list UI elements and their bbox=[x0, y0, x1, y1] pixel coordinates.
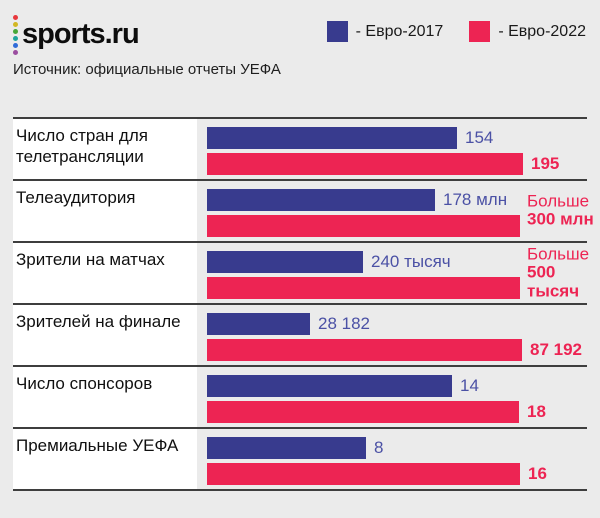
logo-text: sports.ru bbox=[22, 17, 140, 50]
value-label-euro2022: 87 192 bbox=[530, 340, 582, 359]
bar-euro2022 bbox=[207, 277, 520, 299]
value-label-euro2017: 240 тысяч bbox=[371, 252, 451, 271]
logo-dot bbox=[13, 36, 18, 41]
value-label-euro2017: 154 bbox=[465, 128, 494, 147]
bar-euro2022 bbox=[207, 215, 520, 237]
value-label-euro2017: 28 182 bbox=[318, 314, 370, 333]
chart-row: Зрители на матчах 240 тысяч Больше 500 т… bbox=[13, 241, 589, 303]
category-label: Премиальные УЕФА bbox=[13, 429, 197, 489]
value-annotation-euro2022: Больше 300 млн bbox=[527, 191, 594, 230]
logo-dots-icon bbox=[13, 13, 18, 55]
chart-row: Премиальные УЕФА 8 16 bbox=[13, 427, 587, 489]
bar-euro2017 bbox=[207, 189, 435, 211]
legend-item-euro2017: - Евро-2017 bbox=[326, 21, 444, 42]
bar-euro2017 bbox=[207, 313, 310, 335]
logo-dot bbox=[13, 15, 18, 20]
legend: - Евро-2017 - Евро-2022 bbox=[326, 21, 586, 42]
bar-euro2022 bbox=[207, 401, 519, 423]
logo-dot bbox=[13, 43, 18, 48]
bar-euro2017 bbox=[207, 251, 363, 273]
row-bars: 8 16 bbox=[197, 429, 587, 489]
value-label-euro2022: 195 bbox=[531, 154, 560, 173]
annotation-line: 500 bbox=[527, 262, 556, 282]
value-label-euro2022: 18 bbox=[527, 402, 546, 421]
bar-euro2017 bbox=[207, 127, 457, 149]
category-label: Телеаудитория bbox=[13, 181, 197, 241]
bar-euro2022 bbox=[207, 153, 523, 175]
legend-label-euro2017: - Евро-2017 bbox=[355, 22, 444, 40]
row-bars: 154 195 bbox=[197, 119, 587, 179]
chart-row: Число спонсоров 14 18 bbox=[13, 365, 587, 427]
legend-label-euro2022: - Евро-2022 bbox=[498, 22, 586, 40]
value-label-euro2017: 8 bbox=[374, 438, 384, 457]
bar-euro2022 bbox=[207, 463, 520, 485]
bar-euro2017 bbox=[207, 375, 452, 397]
chart-row: Число стран для телетрансляции 154 195 bbox=[13, 117, 587, 179]
legend-item-euro2022: - Евро-2022 bbox=[469, 21, 586, 42]
category-label: Зрителей на финале bbox=[13, 305, 197, 365]
bar-euro2022 bbox=[207, 339, 522, 361]
row-bars: 178 млн Больше 300 млн bbox=[197, 181, 594, 241]
chart-row: Зрителей на финале 28 182 87 192 bbox=[13, 303, 587, 365]
row-bars: 240 тысяч Больше 500 тысяч bbox=[197, 243, 589, 303]
legend-swatch-euro2022 bbox=[469, 21, 491, 42]
value-label-euro2017: 178 млн bbox=[443, 190, 508, 209]
logo-dot bbox=[13, 22, 18, 27]
chart-row: Телеаудитория 178 млн Больше 300 млн bbox=[13, 179, 594, 241]
sports-ru-logo: sports.ru bbox=[13, 13, 140, 55]
row-bars: 14 18 bbox=[197, 367, 587, 427]
value-annotation-euro2022: Больше 500 тысяч bbox=[527, 245, 589, 300]
annotation-line: Больше bbox=[527, 191, 590, 211]
logo-dot bbox=[13, 50, 18, 55]
category-label: Зрители на матчах bbox=[13, 243, 197, 303]
category-label: Число спонсоров bbox=[13, 367, 197, 427]
logo-dot bbox=[13, 29, 18, 34]
value-label-euro2022: 16 bbox=[528, 464, 547, 483]
row-bars: 28 182 87 192 bbox=[197, 305, 587, 365]
bar-chart: Число стран для телетрансляции 154 195 Т… bbox=[13, 117, 594, 491]
category-label: Число стран для телетрансляции bbox=[13, 119, 197, 179]
annotation-line: 300 млн bbox=[527, 210, 594, 229]
annotation-line: тысяч bbox=[527, 281, 580, 301]
annotation-line: Больше bbox=[527, 244, 590, 264]
bar-euro2017 bbox=[207, 437, 366, 459]
value-label-euro2017: 14 bbox=[460, 376, 479, 395]
legend-swatch-euro2017 bbox=[326, 21, 348, 42]
source-note: Источник: официальные отчеты УЕФА bbox=[13, 61, 281, 78]
